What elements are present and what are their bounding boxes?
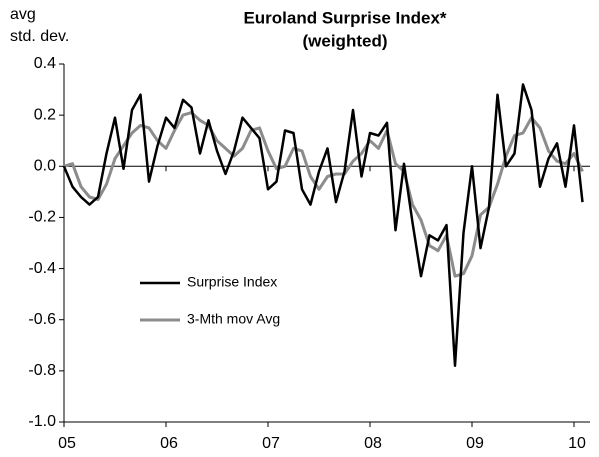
y-tick-label: 0.0 bbox=[34, 158, 56, 175]
chart-title: Euroland Surprise Index* bbox=[243, 8, 446, 27]
y-tick-label: -0.6 bbox=[28, 311, 56, 328]
x-tick-label: 07 bbox=[262, 435, 280, 452]
x-tick-label: 10 bbox=[568, 435, 586, 452]
legend-label: 3-Mth mov Avg bbox=[187, 311, 280, 327]
legend-label: Surprise Index bbox=[187, 274, 277, 290]
y-tick-label: -0.8 bbox=[28, 362, 56, 379]
x-tick-label: 09 bbox=[466, 435, 484, 452]
x-tick-label: 06 bbox=[160, 435, 178, 452]
y-tick-label: -0.2 bbox=[28, 209, 56, 226]
y-axis-label: std. dev. bbox=[10, 28, 69, 45]
series-line bbox=[63, 111, 584, 278]
x-tick-label: 08 bbox=[364, 435, 382, 452]
x-tick-label: 05 bbox=[58, 435, 76, 452]
y-tick-label: -1.0 bbox=[28, 413, 56, 430]
series-line bbox=[62, 83, 584, 367]
y-axis-label: avg bbox=[10, 6, 36, 23]
y-tick-label: 0.2 bbox=[34, 106, 56, 123]
chart-subtitle: (weighted) bbox=[303, 31, 388, 50]
y-tick-label: -0.4 bbox=[28, 260, 56, 277]
y-tick-label: 0.4 bbox=[34, 55, 56, 72]
